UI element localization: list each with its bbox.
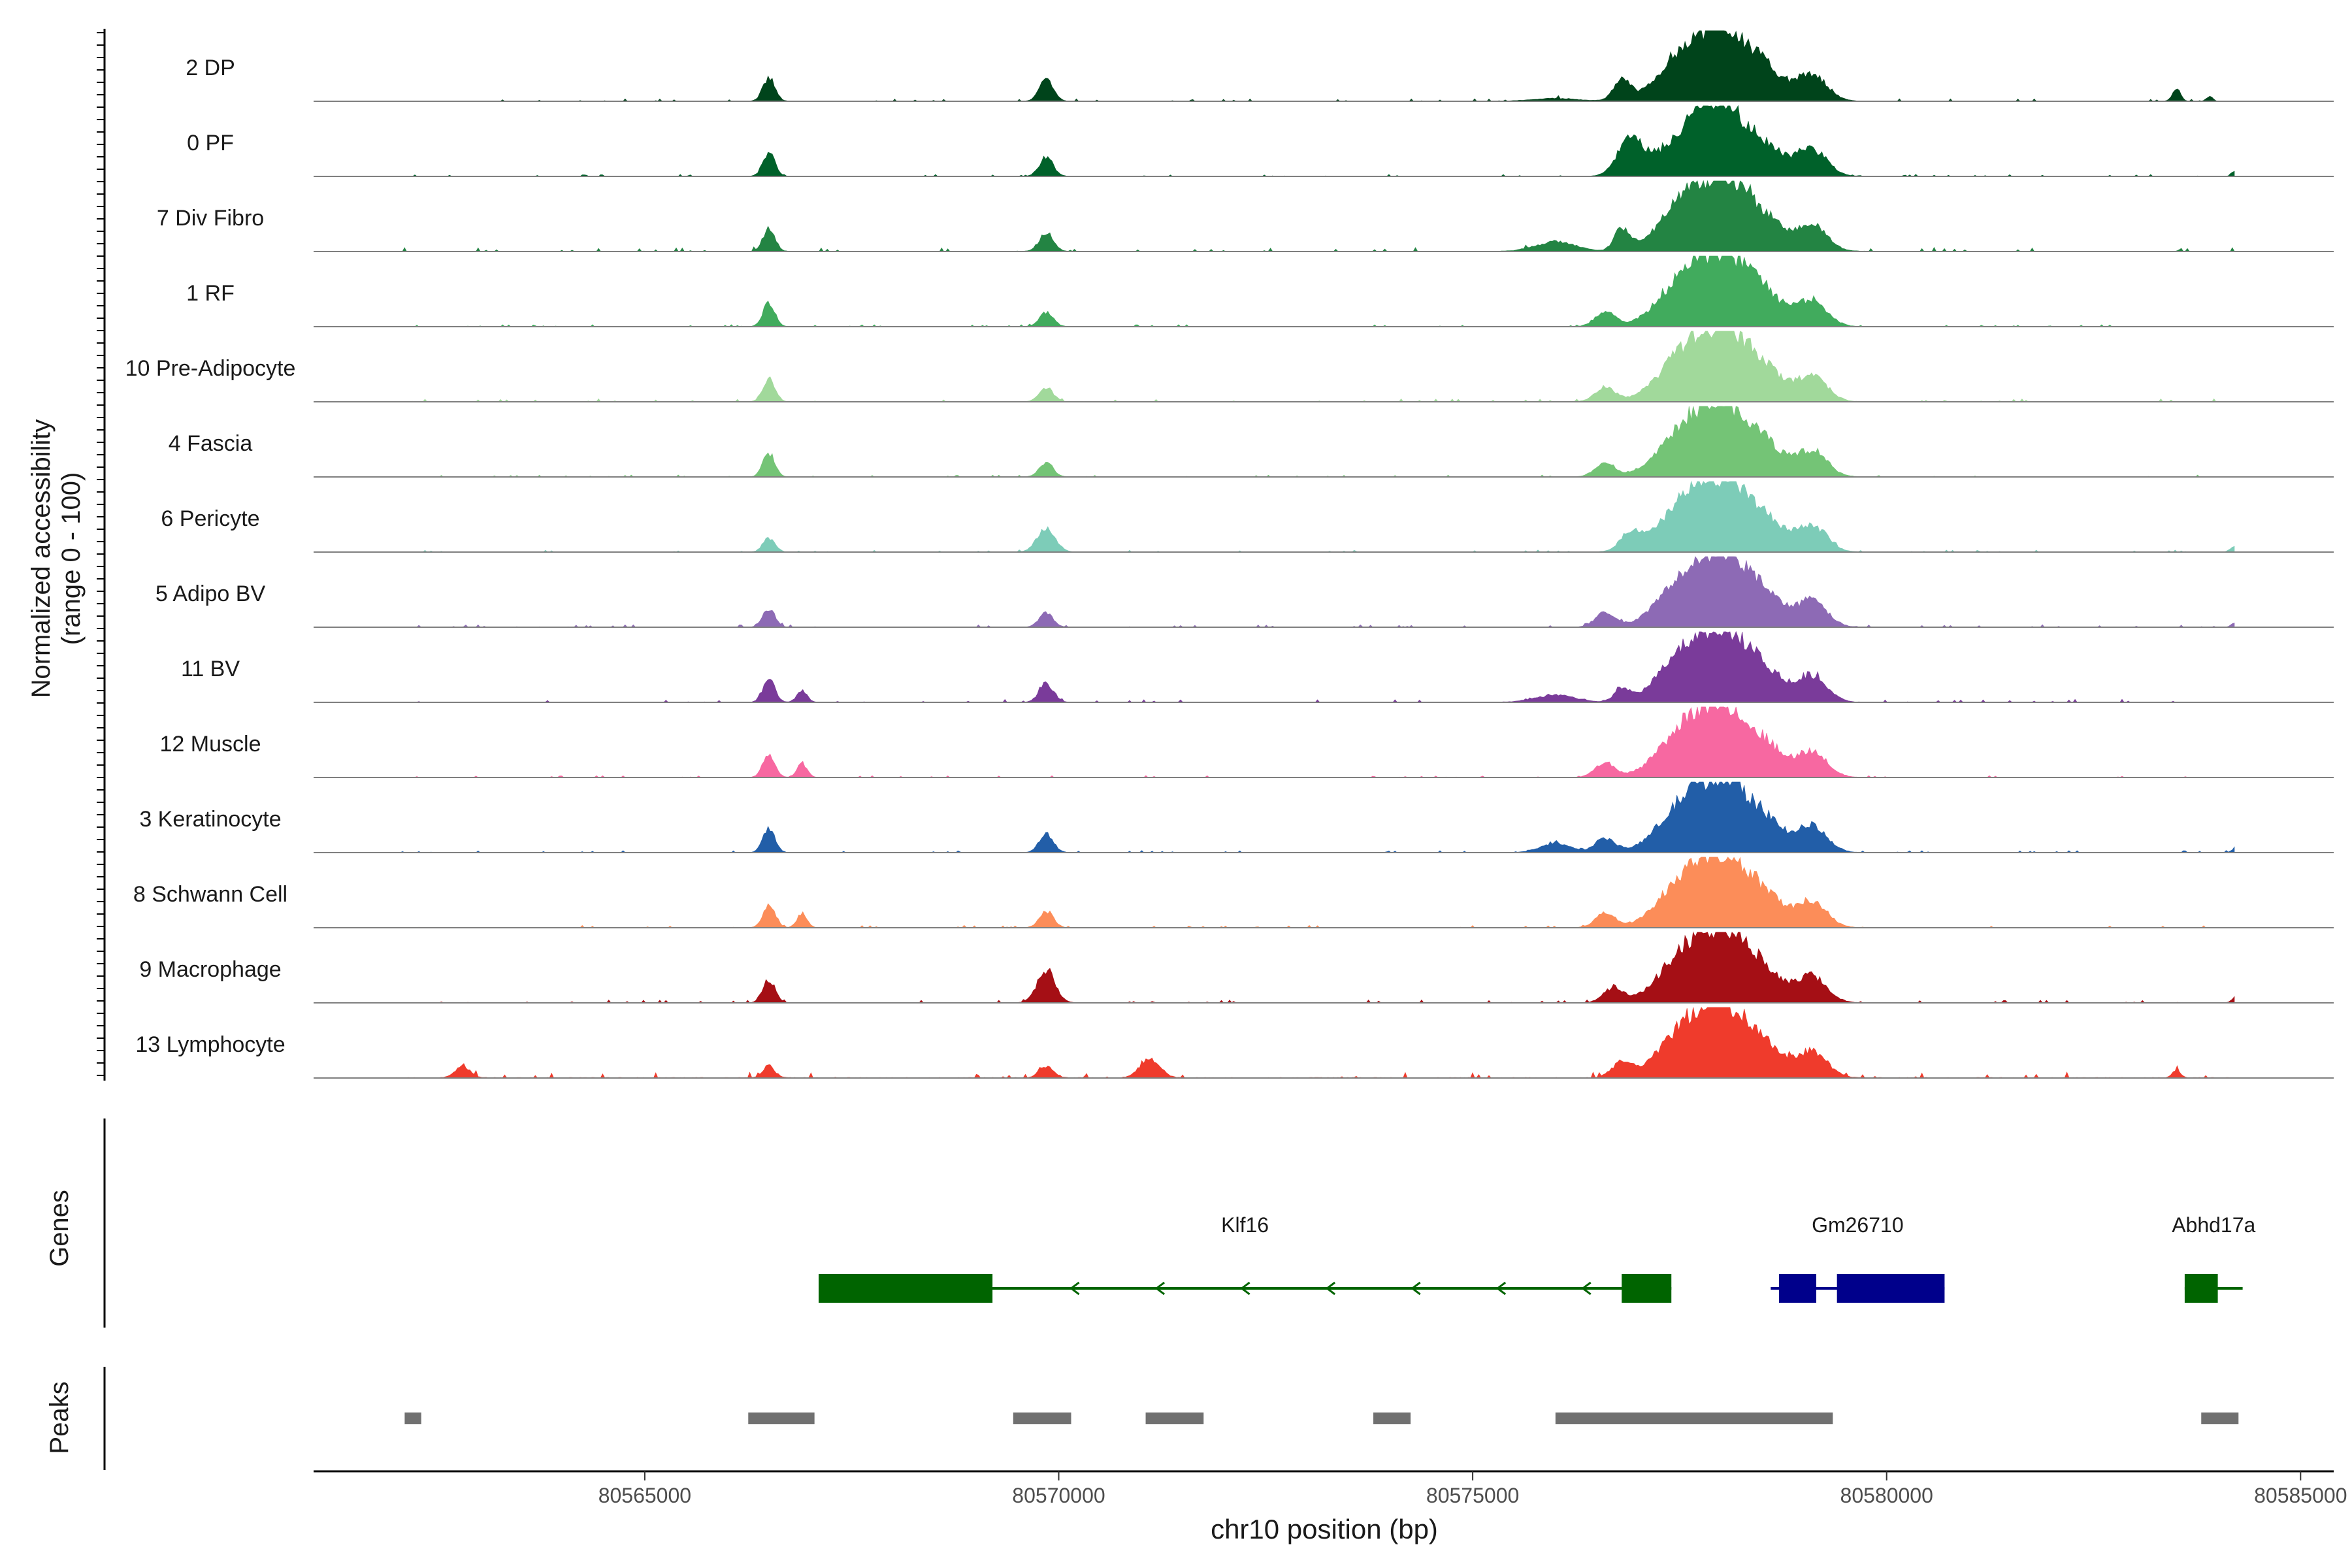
gene-name: Gm26710: [1812, 1213, 1904, 1237]
track-12-muscle: 12 Muscle: [160, 706, 2334, 778]
peaks-track-label: Peaks: [45, 1381, 74, 1454]
track-label: 11 BV: [181, 657, 240, 681]
y-axis-label-line-2: (range 0 - 100): [57, 472, 86, 645]
track-11-bv: 11 BV: [181, 630, 2334, 703]
strand-arrow: [1495, 1281, 1507, 1296]
x-tick-label: 80575000: [1426, 1484, 1519, 1507]
gene-name: Abhd17a: [2172, 1213, 2255, 1237]
strand-arrow: [1154, 1281, 1165, 1296]
genes-track-label: Genes: [45, 1190, 74, 1267]
gene-klf16: Klf16: [819, 1213, 1672, 1303]
track-5-adipo-bv: 5 Adipo BV: [155, 556, 2334, 628]
gene-exon: [819, 1274, 993, 1303]
strand-arrow: [1070, 1281, 1080, 1296]
gene-abhd17a: Abhd17a: [2172, 1213, 2256, 1303]
peak-region: [2201, 1413, 2239, 1424]
peak-region: [1373, 1413, 1411, 1424]
peak-region: [1145, 1413, 1204, 1424]
x-tick-label: 80570000: [1012, 1484, 1105, 1507]
track-4-fascia: 4 Fascia: [169, 406, 2334, 478]
track-label: 0 PF: [187, 131, 234, 155]
track-label: 1 RF: [186, 281, 235, 306]
track-3-keratinocyte: 3 Keratinocyte: [139, 781, 2334, 853]
track-13-lymphocyte: 13 Lymphocyte: [135, 1007, 2334, 1079]
track-label: 5 Adipo BV: [155, 581, 266, 606]
track-label: 13 Lymphocyte: [135, 1032, 285, 1057]
track-label: 10 Pre-Adipocyte: [125, 356, 296, 381]
coverage-tracks: 2 DP 0 PF 7 Div Fibro 1 RF 10 Pre-Adipocyte 4…: [125, 30, 2334, 1079]
track-0-pf: 0 PF: [187, 105, 2334, 177]
track-2-dp: 2 DP: [186, 30, 2334, 102]
track-6-pericyte: 6 Pericyte: [161, 480, 2334, 553]
gene-exon: [1778, 1274, 1816, 1303]
track-8-schwann-cell: 8 Schwann Cell: [133, 857, 2334, 928]
track-1-rf: 1 RF: [186, 255, 2334, 327]
peak-region: [404, 1413, 421, 1424]
axes: 80565000 80570000 80575000 80580000 80585000: [97, 29, 2347, 1507]
peak-region: [1013, 1413, 1071, 1424]
track-label: 2 DP: [186, 56, 235, 80]
x-tick-label: 80580000: [1840, 1484, 1933, 1507]
track-label: 8 Schwann Cell: [133, 882, 287, 907]
strand-arrow: [1240, 1281, 1250, 1296]
peaks-track: [404, 1413, 2239, 1424]
track-label: 7 Div Fibro: [157, 206, 264, 231]
peak-region: [748, 1413, 815, 1424]
gene-exon: [2184, 1274, 2218, 1303]
gene-name: Klf16: [1221, 1213, 1269, 1237]
track-label: 3 Keratinocyte: [139, 807, 281, 832]
genes-track: Klf16 Gm26710 Abhd17a: [819, 1213, 2256, 1303]
track-9-macrophage: 9 Macrophage: [139, 931, 2334, 1004]
x-tick-label: 80565000: [598, 1484, 691, 1507]
track-label: 12 Muscle: [160, 732, 261, 757]
track-label: 4 Fascia: [169, 431, 253, 456]
x-tick-label: 80585000: [2254, 1484, 2347, 1507]
peak-region: [1555, 1413, 1833, 1424]
track-7-div-fibro: 7 Div Fibro: [157, 180, 2334, 252]
x-axis-label: chr10 position (bp): [1211, 1514, 1438, 1544]
strand-arrow: [1581, 1281, 1592, 1296]
gene-exon: [1622, 1274, 1672, 1303]
track-label: 6 Pericyte: [161, 506, 259, 531]
gene-gm26710: Gm26710: [1771, 1213, 1945, 1303]
track-label: 9 Macrophage: [139, 957, 281, 982]
strand-arrow: [1325, 1281, 1336, 1296]
track-10-pre-adipocyte: 10 Pre-Adipocyte: [125, 331, 2334, 402]
gene-exon: [1837, 1274, 1945, 1303]
y-axis-label-line-1: Normalized accessibility: [27, 419, 56, 698]
strand-arrow: [1411, 1281, 1421, 1296]
